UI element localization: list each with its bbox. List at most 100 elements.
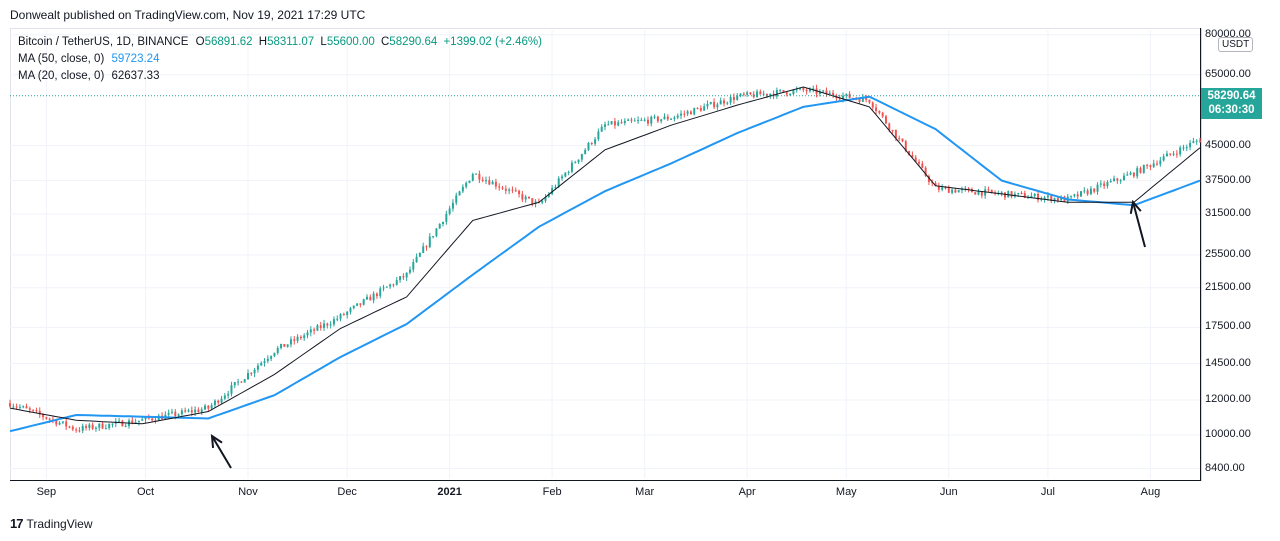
ma50-value: 59723.24 (111, 53, 160, 65)
candle-body (408, 269, 411, 273)
candle-body (1109, 180, 1112, 183)
candle-body (385, 286, 388, 288)
candle-body (951, 189, 954, 193)
currency-unit-button[interactable]: USDT (1218, 37, 1254, 52)
candle-body (68, 426, 71, 428)
symbol-title[interactable]: Bitcoin / TetherUS, 1D, BINANCE (18, 36, 189, 48)
candle-body (1189, 142, 1192, 148)
candle-body (666, 116, 669, 120)
candle-body (984, 189, 987, 196)
candle-body (25, 406, 28, 409)
candle-body (286, 344, 289, 347)
candle-body (405, 272, 408, 278)
candle-body (570, 162, 573, 172)
candle-body (217, 400, 220, 403)
arrow-up-aug (1129, 199, 1146, 248)
candle-body (723, 100, 725, 104)
candle-body (1027, 197, 1030, 199)
ohlc-high-label: H (258, 36, 268, 48)
time-tick-label: Jun (939, 486, 958, 498)
price-axis-line (1200, 28, 1201, 481)
tradingview-logo[interactable]: 17 TradingView (10, 516, 93, 531)
candle-body (623, 120, 626, 124)
candle-body (428, 236, 431, 248)
candle-body (911, 155, 914, 158)
candle-body (180, 410, 183, 415)
ohlc-low: 55600.00 (326, 36, 375, 48)
ohlc-close: 58290.64 (389, 36, 438, 48)
candle-body (871, 102, 874, 108)
candle-body (329, 324, 332, 326)
candle-body (1017, 192, 1020, 194)
candle-body (15, 406, 18, 408)
candle-body (1030, 195, 1033, 198)
candle-body (1106, 182, 1109, 187)
symbol-row[interactable]: Bitcoin / TetherUS, 1D, BINANCE O56891.6… (18, 34, 542, 51)
ohlc-open: 56891.62 (204, 36, 253, 48)
candle-body (775, 90, 778, 97)
candle-body (75, 429, 78, 431)
candle-body (379, 288, 382, 297)
candle-body (283, 343, 286, 347)
candle-body (1185, 147, 1188, 149)
candle-body (1162, 156, 1165, 161)
candle-body (656, 116, 659, 122)
candle-body (908, 150, 911, 156)
candle-body (141, 419, 144, 421)
candle-body (170, 411, 173, 413)
candle-body (319, 325, 322, 328)
candle-body (1040, 198, 1043, 201)
candle-body (990, 189, 993, 193)
time-axis-line (10, 480, 1201, 481)
candle-body (1023, 193, 1026, 198)
candle-body (88, 424, 91, 428)
candle-body (1103, 183, 1106, 187)
price-tick-label: 14500.00 (1205, 356, 1251, 369)
candle-body (455, 195, 458, 203)
candle-body (600, 126, 603, 132)
candle-body (719, 100, 722, 105)
candle-body (1136, 168, 1139, 177)
candle-body (736, 95, 739, 101)
candle-body (144, 416, 147, 420)
ma20-row[interactable]: MA (20, close, 0) 62637.33 (18, 68, 542, 85)
candle-body (650, 116, 653, 124)
candle-body (1195, 140, 1198, 142)
candle-body (927, 175, 930, 182)
candle-body (894, 129, 897, 139)
candle-body (504, 188, 507, 191)
candle-body (432, 236, 435, 238)
candle-body (200, 409, 203, 412)
candle-body (762, 93, 765, 95)
ma50-row[interactable]: MA (50, close, 0) 59723.24 (18, 51, 542, 68)
candle-body (451, 202, 454, 209)
candle-body (633, 120, 636, 122)
candle-body (670, 118, 673, 120)
candle-body (792, 90, 795, 95)
candle-body (445, 213, 448, 222)
candle-body (227, 393, 230, 396)
candle-body (729, 96, 732, 103)
candle-body (822, 90, 825, 92)
candle-body (613, 121, 616, 126)
candle-body (1083, 190, 1086, 192)
candle-body (438, 224, 441, 229)
candle-body (45, 417, 48, 419)
candle-body (55, 419, 58, 425)
candle-body (395, 280, 398, 285)
candle-body (491, 181, 494, 185)
candle-body (842, 95, 844, 99)
last-price-value: 58290.64 (1207, 89, 1256, 102)
candle-body (832, 92, 835, 96)
candle-body (699, 108, 702, 111)
candle-body (527, 196, 530, 199)
price-tick-label: 80000.00 (1205, 27, 1251, 40)
price-tick-label: 65000.00 (1205, 67, 1251, 80)
candle-body (643, 119, 646, 121)
candle-body (838, 98, 841, 100)
time-tick-label: Dec (337, 486, 357, 498)
candle-body (1152, 163, 1155, 167)
candle-body (247, 372, 249, 380)
candle-body (799, 88, 802, 90)
